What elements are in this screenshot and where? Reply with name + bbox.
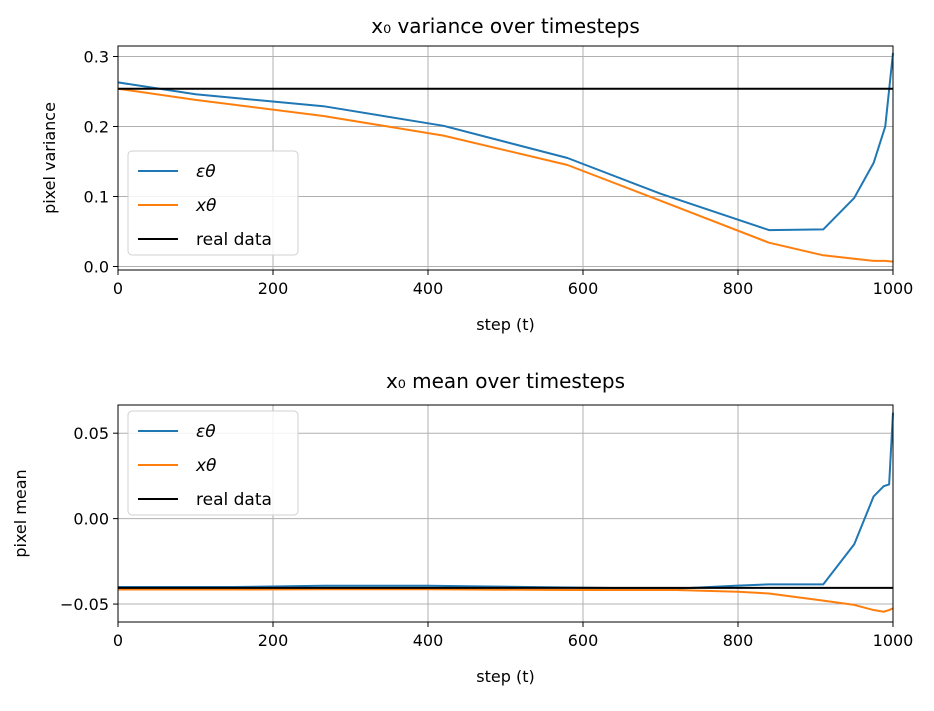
legend-label: xθ <box>195 196 217 216</box>
y-tick-label: 0.05 <box>73 424 109 443</box>
legend: εθ xθ real data <box>127 150 299 256</box>
y-axis-label: pixel mean <box>11 469 30 557</box>
series-line-eps-theta <box>118 412 894 590</box>
x-axis-label: step (t) <box>476 315 534 334</box>
legend-label: εθ <box>196 162 216 182</box>
legend-box <box>127 150 299 256</box>
x-tick-label: 1000 <box>873 631 914 650</box>
x-tick-label: 800 <box>723 279 754 298</box>
plot-frame <box>117 404 894 623</box>
y-tick-label: 0.00 <box>73 510 109 529</box>
series-line-x-theta <box>118 588 894 613</box>
chart-panel-1: 0 200 400 600 800 1000 0.0 0.1 0.2 0.3 x₀ variance… <box>40 14 913 334</box>
series-line-x-theta <box>117 87 894 263</box>
x-tick-label: 0 <box>113 279 123 298</box>
y-axis-label: pixel variance <box>40 102 59 214</box>
legend-label: real data <box>196 230 272 250</box>
chart-panel-2: 0 200 400 600 800 1000 −0.05 0.00 0.05 x₀ mean ov… <box>11 369 913 686</box>
chart-title: x₀ mean over timesteps <box>386 369 625 393</box>
x-tick-label: 800 <box>723 631 754 650</box>
y-tick-label: 0.3 <box>84 48 109 67</box>
legend-box <box>127 410 299 516</box>
x-axis-label: step (t) <box>476 667 534 686</box>
y-tick-label: 0.1 <box>84 188 109 207</box>
x-tick-label: 600 <box>568 279 599 298</box>
chart-title: x₀ variance over timesteps <box>371 14 640 38</box>
y-tick-label: 0.0 <box>84 258 109 277</box>
x-tick-label: 0 <box>113 631 123 650</box>
x-tick-label: 1000 <box>873 279 914 298</box>
plot-frame <box>117 45 894 271</box>
x-tick-label: 200 <box>258 631 289 650</box>
y-tick-label: 0.2 <box>84 118 109 137</box>
legend-label: xθ <box>195 456 217 476</box>
x-tick-label: 400 <box>413 279 444 298</box>
x-tick-label: 200 <box>258 279 289 298</box>
legend-label: real data <box>196 490 272 510</box>
y-tick-label: −0.05 <box>60 595 109 614</box>
legend: εθ xθ real data <box>127 410 299 516</box>
series-line-eps-theta <box>117 52 894 232</box>
x-tick-label: 400 <box>413 631 444 650</box>
legend-label: εθ <box>196 422 216 442</box>
x-tick-label: 600 <box>568 631 599 650</box>
